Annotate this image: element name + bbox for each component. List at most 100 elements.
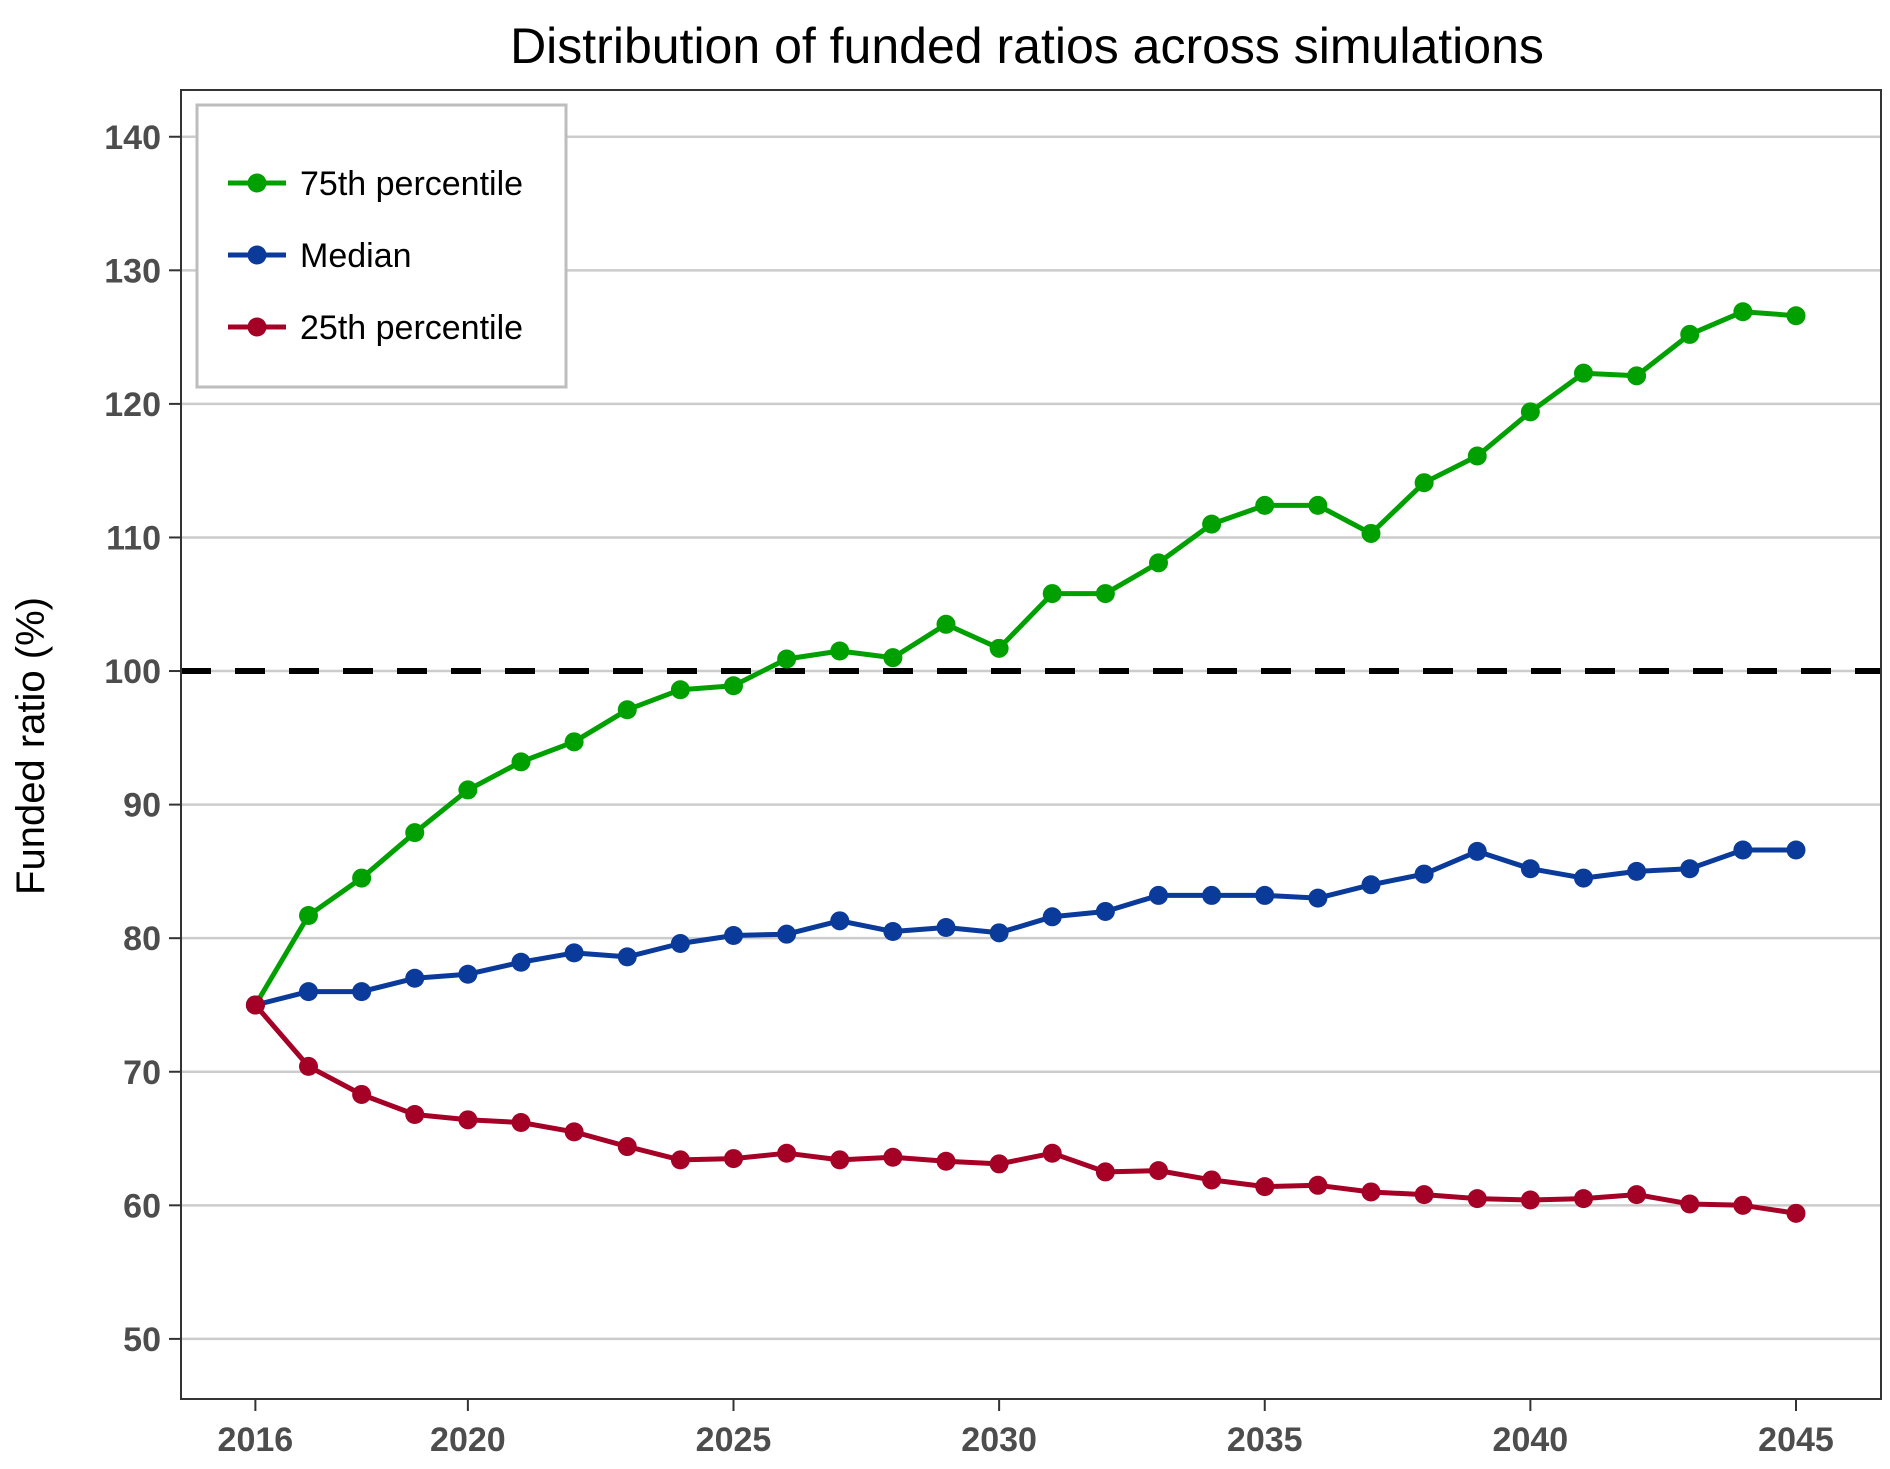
point-75th-percentile-2022	[564, 732, 584, 752]
point-25th-percentile-2037	[1361, 1182, 1381, 1202]
y-tick-label-80: 80	[123, 920, 161, 958]
point-25th-percentile-2017	[299, 1056, 318, 1076]
point-75th-percentile-2029	[936, 614, 956, 634]
chart-title: Distribution of funded ratios across sim…	[510, 18, 1544, 74]
point-75th-percentile-2018	[352, 868, 372, 888]
point-75th-percentile-2042	[1627, 366, 1647, 386]
point-75th-percentile-2031	[1042, 584, 1062, 604]
point-75th-percentile-2033	[1149, 553, 1168, 573]
point-median-2042	[1627, 861, 1647, 881]
point-median-2033	[1149, 885, 1168, 905]
point-median-2027	[830, 911, 850, 931]
point-median-2044	[1733, 840, 1753, 860]
axes: 50 60 70 80 90 100 110 120 130 140 2016 2020 2025 203…	[104, 119, 1834, 1459]
point-median-2032	[1095, 901, 1115, 921]
legend-swatch-point-75th-percentile	[247, 173, 267, 193]
point-75th-percentile-2017	[299, 905, 318, 925]
point-75th-percentile-2030	[989, 638, 1009, 658]
point-25th-percentile-2031	[1042, 1143, 1062, 1163]
point-25th-percentile-2029	[936, 1151, 956, 1171]
point-median-2020	[458, 964, 478, 984]
point-median-2028	[883, 922, 903, 941]
point-median-2023	[617, 947, 637, 967]
series-75th-percentile	[245, 302, 1806, 1015]
y-tick-label-100: 100	[104, 653, 161, 691]
point-median-2041	[1574, 868, 1593, 888]
point-median-2031	[1042, 907, 1062, 927]
point-median-2026	[777, 924, 797, 944]
legend-label-75th-percentile: 75th percentile	[300, 165, 523, 203]
x-tick-label-2045: 2045	[1758, 1421, 1834, 1459]
point-75th-percentile-2045	[1786, 306, 1806, 326]
point-75th-percentile-2020	[458, 780, 478, 800]
point-25th-percentile-2034	[1202, 1170, 1222, 1190]
point-median-2019	[405, 968, 425, 988]
y-tick-label-90: 90	[123, 787, 161, 825]
point-75th-percentile-2032	[1095, 584, 1115, 604]
point-median-2018	[352, 982, 372, 1002]
point-median-2045	[1786, 840, 1806, 860]
point-75th-percentile-2023	[617, 700, 637, 720]
y-axis-label: Funded ratio (%)	[9, 597, 53, 895]
point-75th-percentile-2034	[1202, 514, 1222, 534]
point-median-2029	[936, 917, 956, 937]
point-75th-percentile-2038	[1414, 473, 1434, 493]
point-75th-percentile-2021	[511, 752, 531, 772]
y-tick-label-60: 60	[123, 1187, 161, 1225]
point-25th-percentile-2044	[1733, 1195, 1753, 1215]
legend: 75th percentile Median 25th percentile	[195, 103, 568, 389]
point-25th-percentile-2035	[1255, 1177, 1275, 1197]
point-25th-percentile-2043	[1680, 1194, 1700, 1214]
series-group	[245, 302, 1806, 1223]
point-75th-percentile-2028	[883, 648, 903, 668]
legend-label-median: Median	[300, 237, 412, 275]
y-tick-label-110: 110	[106, 519, 161, 557]
y-tick-label-130: 130	[104, 252, 161, 290]
x-tick-label-2020: 2020	[430, 1421, 506, 1459]
x-tick-label-2035: 2035	[1227, 1421, 1303, 1459]
point-75th-percentile-2036	[1308, 495, 1328, 515]
legend-swatch-point-25th-percentile	[247, 317, 267, 337]
point-25th-percentile-2026	[777, 1143, 797, 1163]
y-tick-label-50: 50	[123, 1321, 161, 1359]
point-median-2021	[511, 952, 531, 972]
y-tick-label-120: 120	[104, 386, 161, 424]
point-median-2043	[1680, 859, 1700, 879]
point-median-2025	[724, 926, 743, 946]
point-25th-percentile-2027	[830, 1150, 850, 1170]
point-median-2038	[1414, 864, 1434, 884]
point-median-2030	[989, 923, 1009, 943]
point-25th-percentile-2028	[883, 1147, 903, 1167]
point-75th-percentile-2039	[1467, 446, 1487, 466]
series-line-25th-percentile	[252, 1002, 1799, 1216]
point-median-2024	[670, 934, 690, 954]
point-75th-percentile-2037	[1361, 523, 1381, 543]
point-25th-percentile-2020	[458, 1110, 478, 1130]
point-25th-percentile-2016	[245, 995, 265, 1015]
series-25th-percentile	[245, 995, 1806, 1223]
point-75th-percentile-2027	[830, 641, 850, 661]
point-25th-percentile-2019	[405, 1104, 425, 1124]
plot-panel-border	[180, 89, 1882, 1400]
point-25th-percentile-2025	[724, 1149, 743, 1169]
point-75th-percentile-2044	[1733, 302, 1753, 322]
point-25th-percentile-2024	[670, 1150, 690, 1170]
point-75th-percentile-2035	[1255, 495, 1275, 515]
legend-swatch-point-median	[247, 245, 267, 265]
point-median-2036	[1308, 888, 1328, 908]
point-25th-percentile-2023	[617, 1137, 637, 1157]
y-tick-label-140: 140	[104, 119, 161, 157]
point-75th-percentile-2019	[405, 823, 425, 843]
point-median-2040	[1520, 859, 1540, 879]
x-tick-label-2025: 2025	[696, 1421, 772, 1459]
series-median	[245, 840, 1806, 1015]
point-25th-percentile-2040	[1520, 1190, 1540, 1210]
point-25th-percentile-2030	[989, 1154, 1009, 1174]
point-median-2022	[564, 943, 584, 963]
series-line-75th-percentile	[252, 309, 1799, 1008]
point-25th-percentile-2039	[1467, 1189, 1487, 1209]
x-tick-label-2040: 2040	[1493, 1421, 1569, 1459]
point-median-2039	[1467, 841, 1487, 861]
point-median-2034	[1202, 885, 1222, 905]
